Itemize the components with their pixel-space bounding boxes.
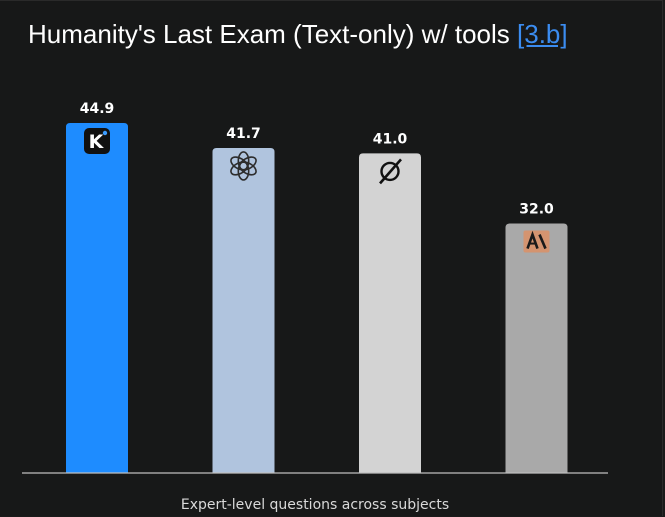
bar-2 — [212, 147, 275, 473]
bar-value-label-1: 44.9 — [80, 101, 115, 117]
chart-title: Humanity's Last Exam (Text-only) w/ tool… — [28, 17, 568, 51]
bar-4 — [505, 223, 568, 473]
bar-3 — [359, 153, 421, 474]
bar-1 — [66, 123, 128, 473]
reference-link[interactable]: [3.b] — [517, 19, 568, 49]
bar-value-label-3: 41.0 — [373, 131, 408, 147]
anthropic-logo-icon — [523, 230, 550, 253]
bar-value-label-2: 41.7 — [226, 126, 261, 142]
bars-layer: 44.9 K 41.7 41.0 32.0 — [66, 101, 568, 474]
xai-grok-logo-icon — [379, 158, 402, 185]
openai-logo-icon — [230, 151, 257, 181]
x-axis-label: Expert-level questions across subjects — [180, 497, 450, 513]
kimi-k-logo-icon: K — [84, 128, 110, 154]
chart-title-text: Humanity's Last Exam (Text-only) w/ tool… — [28, 19, 510, 49]
bar-value-label-4: 32.0 — [519, 202, 554, 218]
svg-text:K: K — [89, 131, 105, 153]
